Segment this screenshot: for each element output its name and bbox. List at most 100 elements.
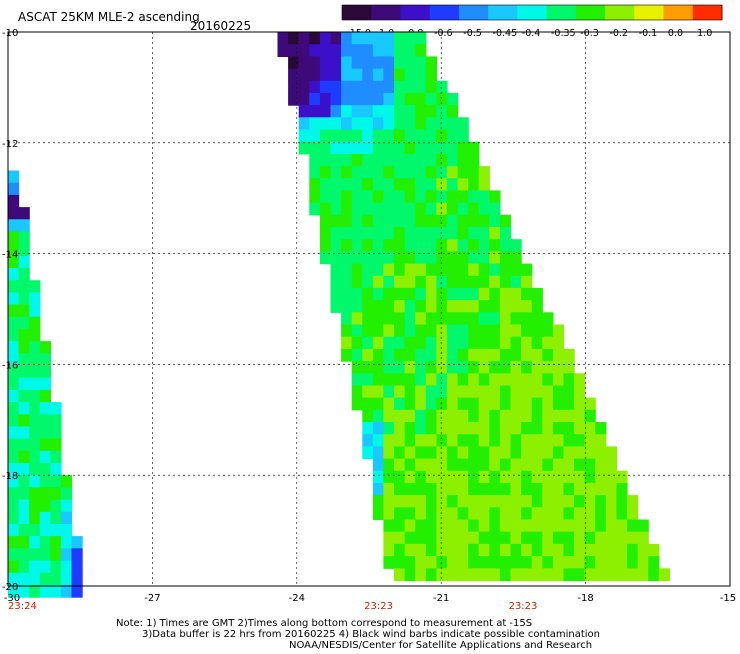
heatmap-cell xyxy=(415,300,427,313)
heatmap-cell xyxy=(436,568,448,582)
heatmap-cell xyxy=(39,511,51,525)
heatmap-cell xyxy=(18,426,30,440)
heatmap-cell xyxy=(595,458,607,472)
heatmap-cell xyxy=(415,117,427,131)
heatmap-cell xyxy=(372,105,385,118)
heatmap-cell xyxy=(372,117,385,131)
heatmap-cell xyxy=(457,531,469,545)
heatmap-cell xyxy=(510,239,522,252)
heatmap-cell xyxy=(468,251,480,265)
heatmap-cell xyxy=(341,336,353,350)
heatmap-cell xyxy=(319,202,332,216)
heatmap-cell xyxy=(319,190,332,204)
heatmap-cell xyxy=(18,584,30,598)
heatmap-cell xyxy=(552,385,565,399)
heatmap-cell xyxy=(404,422,416,435)
heatmap-cell xyxy=(394,324,406,338)
heatmap-cell xyxy=(372,166,385,179)
heatmap-cell xyxy=(415,312,427,326)
heatmap-cell xyxy=(436,214,448,228)
heatmap-cell xyxy=(404,300,416,313)
heatmap-cell xyxy=(436,275,448,289)
heatmap-cell xyxy=(330,129,342,143)
heatmap-cell xyxy=(478,336,490,350)
heatmap-cell xyxy=(288,80,300,94)
heatmap-cell xyxy=(383,495,395,508)
heatmap-cell xyxy=(542,385,554,399)
heatmap-cell xyxy=(60,475,73,488)
heatmap-cell xyxy=(425,446,437,460)
heatmap-cell xyxy=(425,202,437,216)
heatmap-cell xyxy=(29,280,41,293)
heatmap-cell xyxy=(404,324,416,338)
heatmap-cell xyxy=(457,397,469,411)
heatmap-cell xyxy=(521,348,533,362)
heatmap-cell xyxy=(18,219,30,233)
heatmap-cell xyxy=(499,251,512,265)
heatmap-cell xyxy=(468,300,480,313)
heatmap-cell xyxy=(478,373,490,387)
heatmap-cell xyxy=(383,507,395,521)
heatmap-cell xyxy=(531,556,543,569)
heatmap-cell xyxy=(489,458,501,472)
heatmap-cell xyxy=(50,548,62,562)
heatmap-cell xyxy=(531,458,543,472)
heatmap-cell xyxy=(489,214,501,228)
heatmap-cell xyxy=(383,275,395,289)
heatmap-cell xyxy=(436,409,448,423)
heatmap-cell xyxy=(468,190,480,204)
heatmap-cell xyxy=(351,178,363,192)
heatmap-cell xyxy=(50,524,62,537)
heatmap-cell xyxy=(447,507,459,521)
colorbar-swatch xyxy=(400,5,431,20)
heatmap-cell xyxy=(468,153,480,167)
heatmap-cell xyxy=(50,475,62,488)
heatmap-cell xyxy=(436,556,448,569)
heatmap-cell xyxy=(415,190,427,204)
heatmap-cell xyxy=(552,470,565,484)
heatmap-cell xyxy=(298,129,310,143)
heatmap-cell xyxy=(489,227,501,240)
heatmap-cell xyxy=(574,531,586,545)
heatmap-cell xyxy=(605,458,617,472)
heatmap-cell xyxy=(362,409,374,423)
heatmap-cell xyxy=(531,495,543,508)
heatmap-cell xyxy=(404,92,416,106)
heatmap-cell xyxy=(468,385,480,399)
y-tick-label: -10 xyxy=(2,28,18,39)
heatmap-cell xyxy=(330,105,342,118)
heatmap-cell xyxy=(362,92,374,106)
heatmap-cell xyxy=(309,166,321,179)
heatmap-cell xyxy=(341,324,353,338)
heatmap-cell xyxy=(404,556,416,569)
heatmap-cell xyxy=(552,324,565,338)
heatmap-cell xyxy=(341,214,353,228)
heatmap-cell xyxy=(510,373,522,387)
heatmap-cell xyxy=(457,251,469,265)
heatmap-cell xyxy=(394,409,406,423)
heatmap-cell xyxy=(425,422,437,435)
heatmap-cell xyxy=(372,361,385,374)
heatmap-cell xyxy=(415,531,427,545)
heatmap-cell xyxy=(595,556,607,569)
heatmap-cell xyxy=(457,434,469,447)
heatmap-cell xyxy=(29,560,41,574)
heatmap-cell xyxy=(584,458,596,472)
heatmap-cell xyxy=(351,275,363,289)
heatmap-cell xyxy=(627,556,639,569)
heatmap-cell xyxy=(319,178,332,192)
heatmap-cell xyxy=(552,422,565,435)
heatmap-cell xyxy=(489,373,501,387)
heatmap-cell xyxy=(510,300,522,313)
heatmap-cell xyxy=(425,92,437,106)
heatmap-cell xyxy=(457,543,469,557)
heatmap-cell xyxy=(563,458,575,472)
colorbar-border xyxy=(341,4,723,21)
heatmap-cell xyxy=(319,251,332,265)
heatmap-cell xyxy=(351,214,363,228)
colorbar-swatch xyxy=(342,5,372,20)
heatmap-cell xyxy=(372,129,385,143)
heatmap-cell xyxy=(436,543,448,557)
heatmap-cell xyxy=(627,531,639,545)
